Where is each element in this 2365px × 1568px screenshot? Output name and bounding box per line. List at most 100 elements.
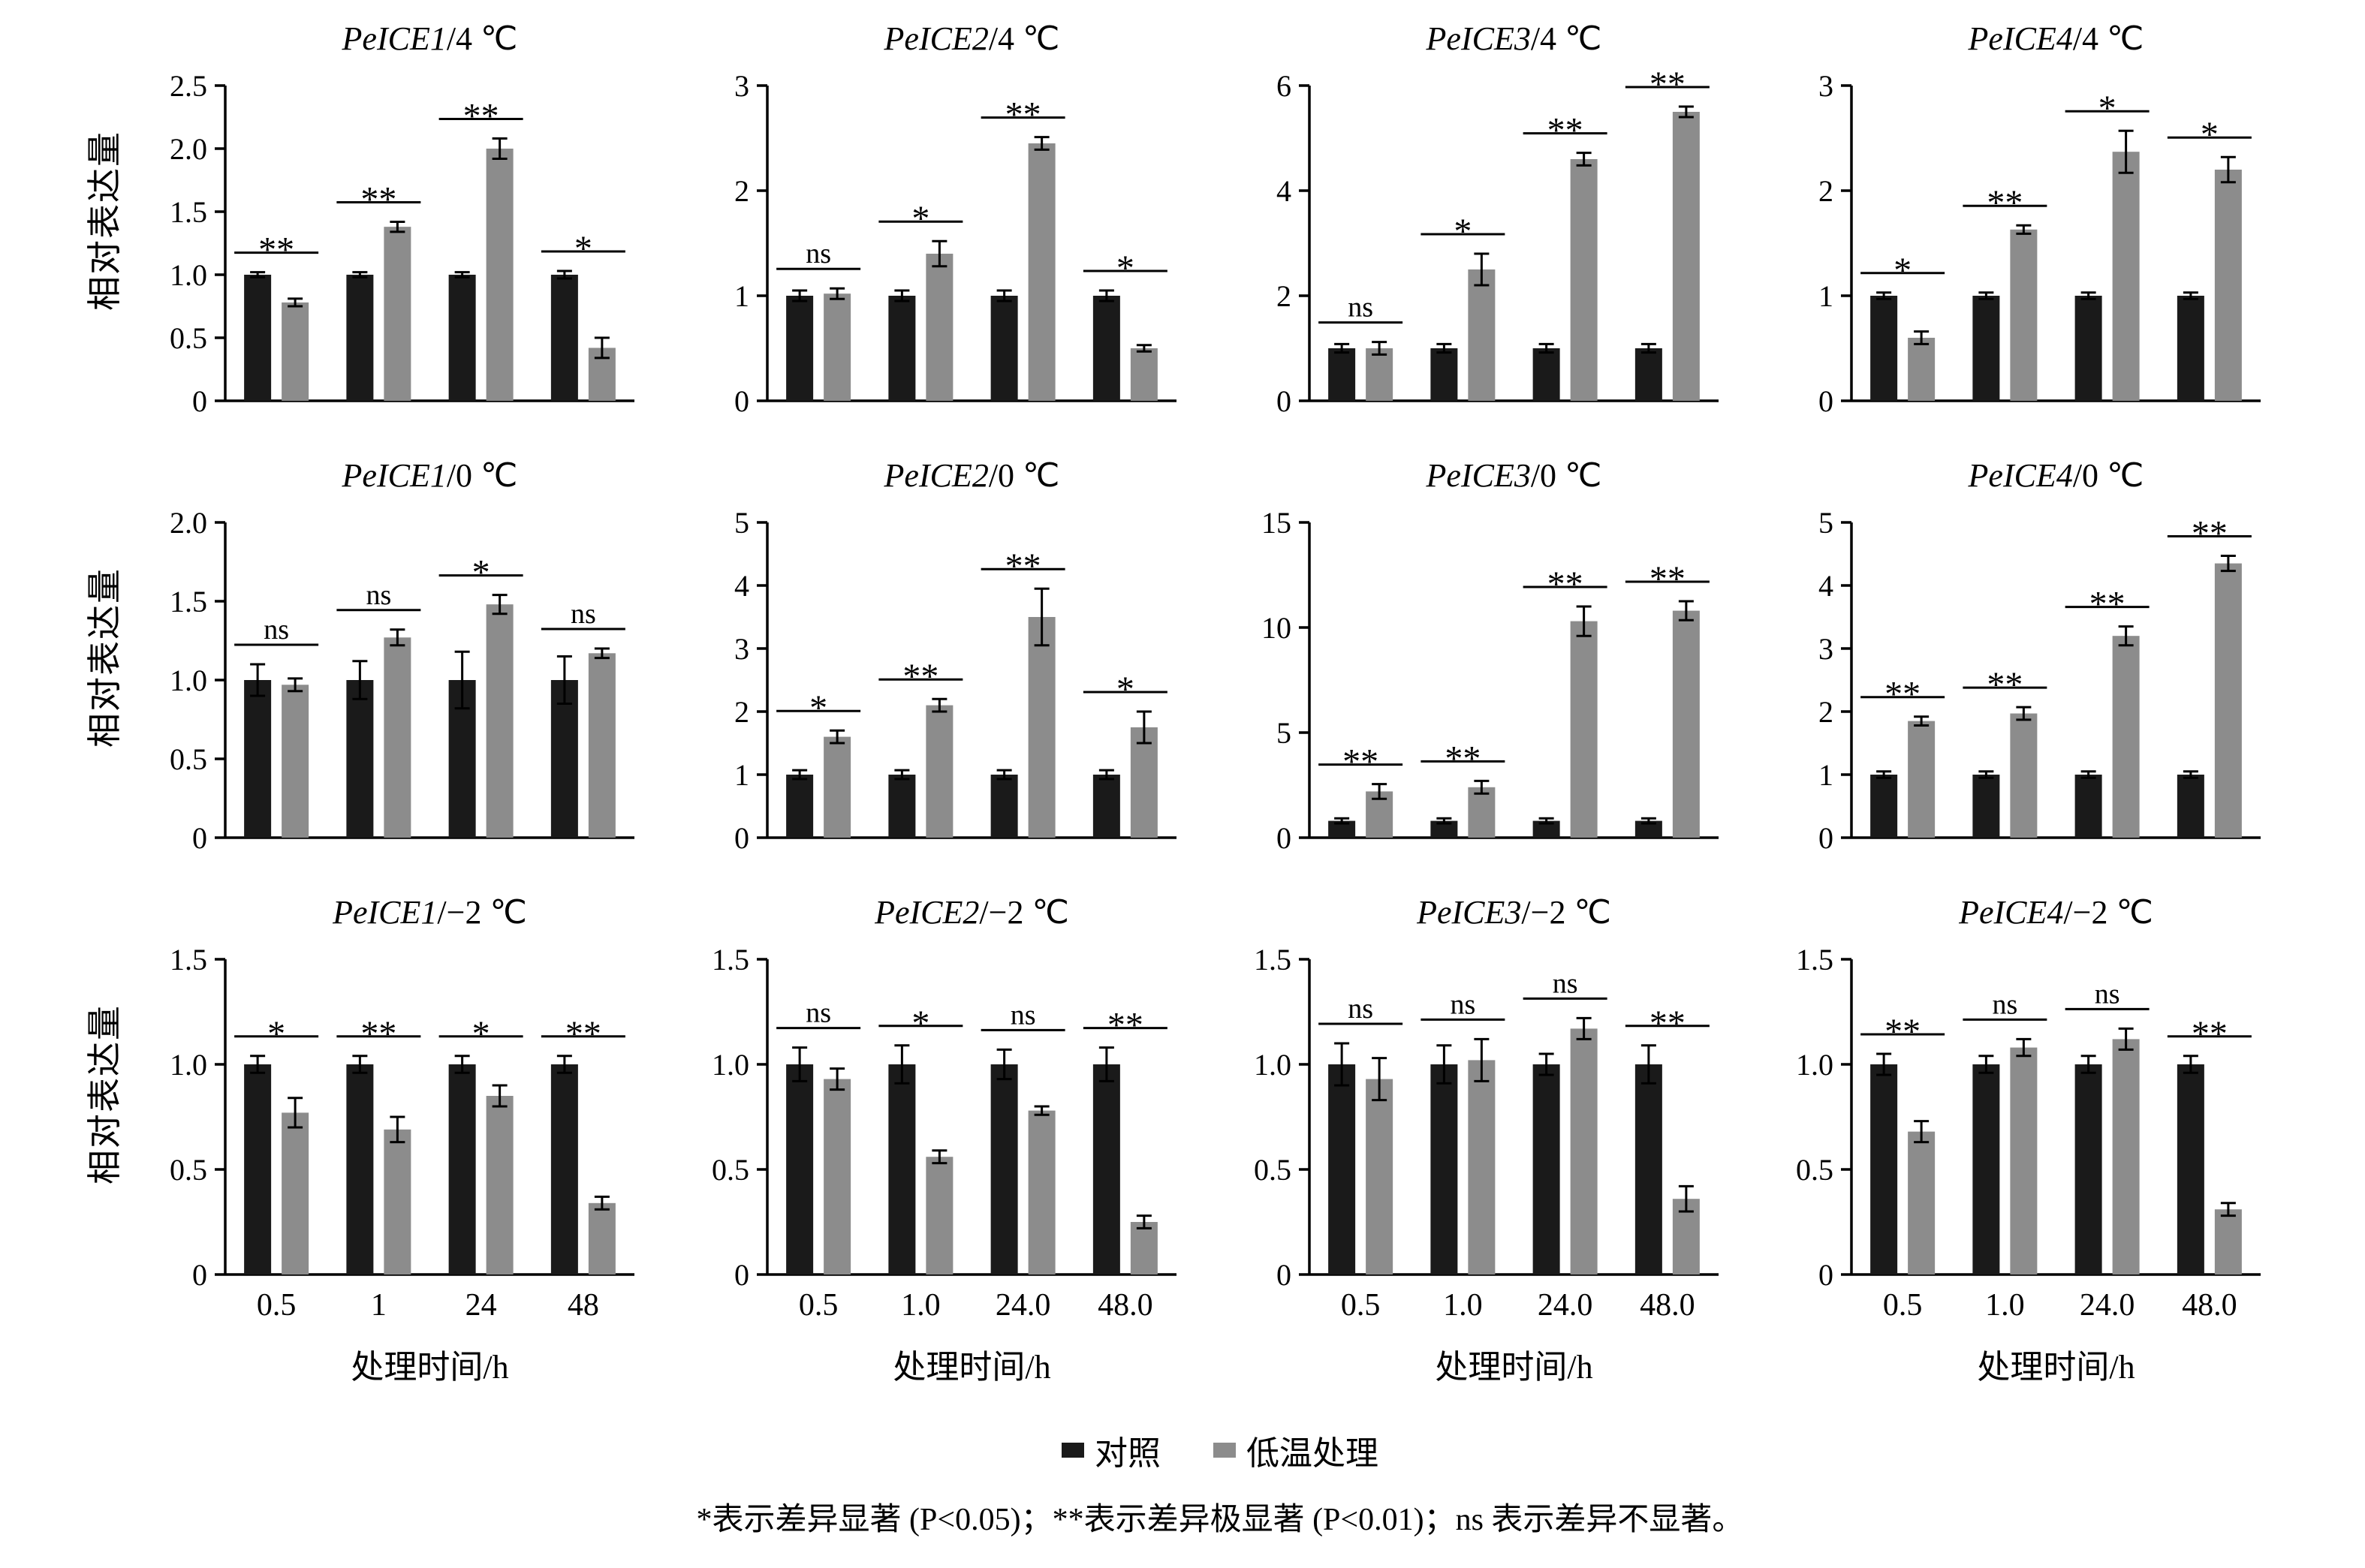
significance-label: ns xyxy=(2095,978,2120,1010)
bar-control xyxy=(1430,348,1458,401)
significance-label: ** xyxy=(1547,111,1583,151)
bar-treatment xyxy=(384,1129,411,1275)
panel-title: PeICE1/0 ℃ xyxy=(342,457,518,494)
x-tick-label: 48.0 xyxy=(2182,1288,2237,1323)
y-tick-label: 0 xyxy=(734,821,749,855)
y-axis-label: 相对表达量 xyxy=(86,1004,124,1184)
significance-label: ** xyxy=(1649,65,1686,104)
bar-control xyxy=(1092,775,1120,838)
bar-control xyxy=(1634,1064,1662,1275)
bar-control xyxy=(550,275,578,401)
bar-control xyxy=(990,1064,1018,1275)
x-tick-label: 24 xyxy=(465,1288,497,1323)
x-axis-title: 处理时间/h xyxy=(351,1349,508,1386)
y-tick-label: 0 xyxy=(192,1258,207,1292)
significance-label: * xyxy=(911,1004,929,1043)
bar-treatment xyxy=(384,227,411,401)
significance-label: ** xyxy=(902,657,938,697)
y-tick-label: 1.5 xyxy=(1254,943,1291,977)
bar-control xyxy=(1634,820,1662,838)
chart-row-minus2c: 相对表达量 PeICE1/−2 ℃ 0 0.5 1.0 1.5 * 0.5 ** 1 * 24 ** 4… xyxy=(75,884,2365,1410)
bar-treatment xyxy=(2010,713,2038,838)
y-tick-label: 2 xyxy=(1818,695,1833,729)
bar-treatment xyxy=(824,293,851,401)
panel-title: PeICE4/0 ℃ xyxy=(1968,457,2144,494)
bar-treatment xyxy=(486,149,514,401)
significance-label: ** xyxy=(1547,564,1583,604)
y-tick-label: 0 xyxy=(1276,1258,1291,1292)
x-tick-label: 0.5 xyxy=(1341,1288,1381,1323)
panel-title: PeICE2/0 ℃ xyxy=(884,457,1060,494)
y-axis-label: 相对表达量 xyxy=(86,131,124,311)
bar-treatment xyxy=(824,736,851,838)
significance-label: * xyxy=(472,553,490,593)
y-tick-label: 2 xyxy=(734,695,749,729)
bar-treatment xyxy=(282,302,309,401)
chart-panel: PeICE3/0 ℃ 0 5 10 15 ** ** ** ** xyxy=(1261,457,1719,855)
y-tick-label: 3 xyxy=(1818,69,1833,103)
y-tick-label: 5 xyxy=(1276,716,1291,750)
significance-label: ns xyxy=(1450,989,1475,1020)
y-tick-label: 0.5 xyxy=(1254,1153,1291,1187)
significance-label: ns xyxy=(366,579,391,611)
bar-control xyxy=(346,275,374,401)
bar-control xyxy=(1634,348,1662,401)
panel-title: PeICE2/4 ℃ xyxy=(884,20,1060,57)
significance-label: ** xyxy=(565,1014,601,1054)
significance-label: * xyxy=(1894,251,1912,290)
panel-row-3: PeICE1/−2 ℃ 0 0.5 1.0 1.5 * 0.5 ** 1 * 24 ** 48 处理时间/… xyxy=(129,884,2281,1410)
y-tick-label: 2 xyxy=(1818,174,1833,208)
y-tick-label: 3 xyxy=(1818,632,1833,666)
significance-label: ns xyxy=(571,598,596,630)
bar-control xyxy=(2177,1064,2204,1275)
bar-treatment xyxy=(2112,1039,2140,1275)
x-tick-label: 0.5 xyxy=(1883,1288,1923,1323)
bar-control xyxy=(244,275,272,401)
legend-item-treatment: 低温处理 xyxy=(1213,1426,1378,1474)
y-tick-label: 0.5 xyxy=(170,1153,207,1187)
bar-control xyxy=(448,1064,476,1275)
y-tick-label: 1.0 xyxy=(1796,1048,1833,1082)
significance-label: * xyxy=(911,199,929,239)
y-tick-label: 5 xyxy=(734,506,749,540)
panel-title: PeICE4/4 ℃ xyxy=(1968,20,2144,57)
y-tick-label: 6 xyxy=(1276,69,1291,103)
bar-treatment xyxy=(1028,143,1056,401)
significance-label: ** xyxy=(2089,585,2125,624)
bar-control xyxy=(346,1064,374,1275)
significance-label: ns xyxy=(806,238,831,269)
significance-label: ** xyxy=(1884,1012,1921,1052)
figure-footnote: *表示差异显著 (P<0.05)；**表示差异极显著 (P<0.01)；ns 表… xyxy=(696,1503,1744,1537)
y-tick-label: 1.5 xyxy=(170,585,207,618)
bar-treatment xyxy=(282,1112,309,1275)
significance-label: ** xyxy=(463,97,499,137)
bar-control xyxy=(990,775,1018,838)
significance-label: ** xyxy=(1005,546,1041,586)
bar-treatment xyxy=(926,705,954,838)
bar-treatment xyxy=(486,604,514,838)
significance-label: ** xyxy=(1987,183,2023,223)
bar-control xyxy=(2074,296,2102,401)
bar-control xyxy=(1870,775,1898,838)
y-tick-label: 4 xyxy=(734,569,749,603)
bar-treatment xyxy=(2112,152,2140,401)
bar-treatment xyxy=(1468,1060,1496,1275)
chart-panel: PeICE4/0 ℃ 0 1 2 3 4 5 ** ** ** ** xyxy=(1818,457,2261,855)
significance-label: ** xyxy=(360,179,396,219)
bar-control xyxy=(786,296,814,401)
bar-treatment xyxy=(486,1096,514,1275)
bar-treatment xyxy=(1130,348,1158,401)
bar-treatment xyxy=(1130,1222,1158,1275)
chart-panel: PeICE1/0 ℃ 0 0.5 1.0 1.5 2.0 ns ns * ns xyxy=(170,457,634,855)
y-tick-label: 0 xyxy=(192,384,207,418)
significance-label: ** xyxy=(258,230,294,270)
bar-treatment xyxy=(1908,1131,1936,1275)
bar-treatment xyxy=(1570,1028,1598,1275)
significance-label: ** xyxy=(1884,675,1921,715)
panel-title: PeICE1/4 ℃ xyxy=(342,20,518,57)
bar-treatment xyxy=(824,1079,851,1275)
bar-control xyxy=(2177,296,2204,401)
x-tick-label: 1.0 xyxy=(1985,1288,2025,1323)
